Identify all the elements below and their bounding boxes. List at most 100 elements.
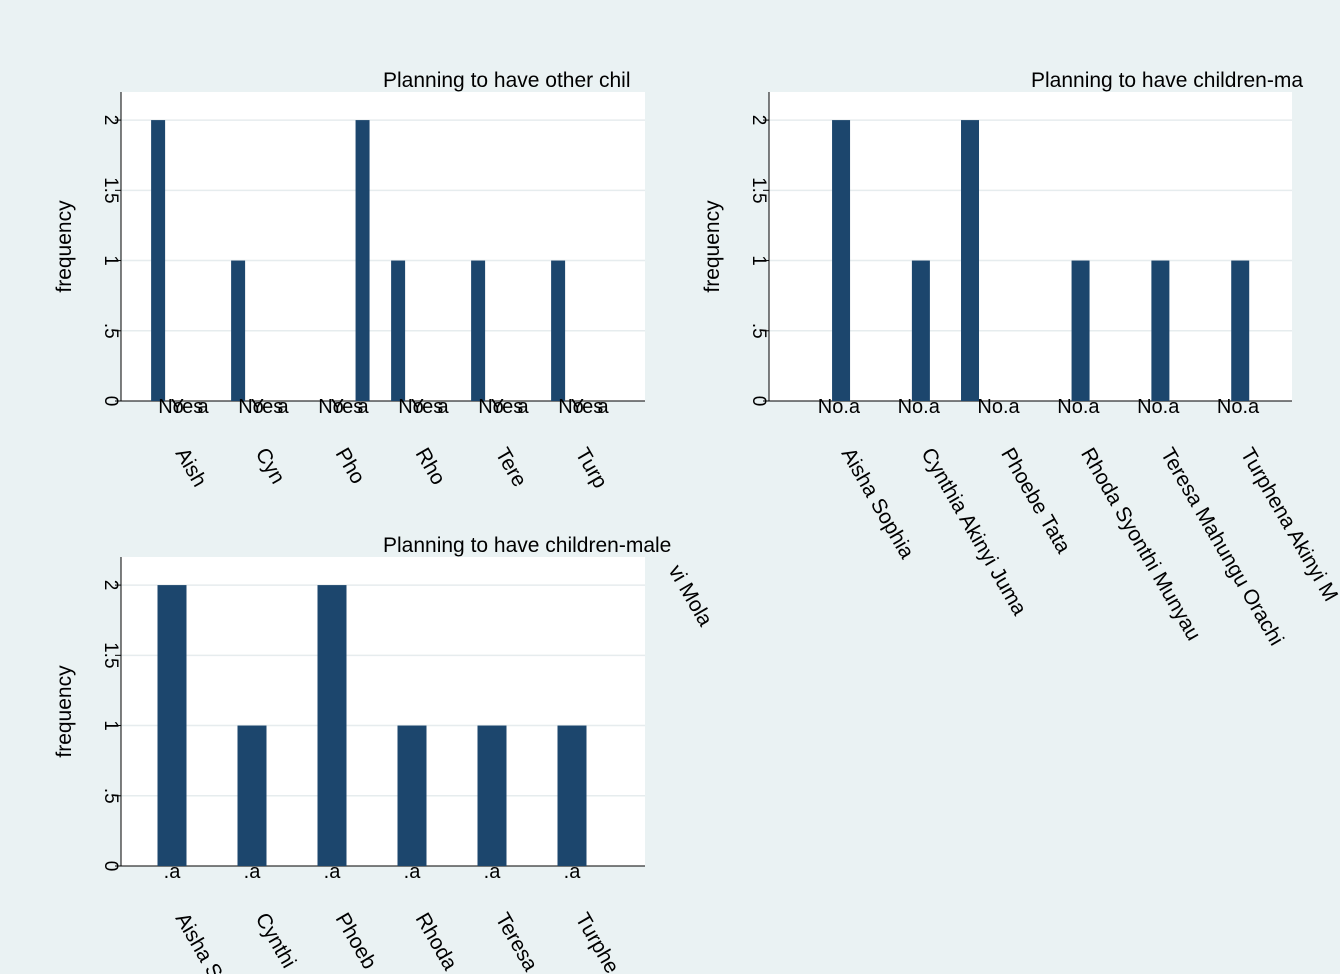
x-subcategory-label-a: .a — [1243, 396, 1261, 418]
x-subcategory-label: No.a — [898, 396, 941, 418]
bar — [1231, 260, 1250, 401]
bar — [551, 260, 566, 401]
y-axis-title: frequency — [53, 665, 76, 758]
y-tick-label: 2 — [100, 115, 121, 126]
y-tick-label: 0 — [100, 861, 121, 872]
y-tick-label: 0 — [100, 396, 121, 407]
y-tick-label: .5 — [100, 788, 121, 804]
x-subcategory-label: a — [357, 396, 369, 418]
x-subcategory-label-a: .a — [1003, 396, 1021, 418]
bar — [911, 260, 930, 401]
x-subcategory-label-no: No — [1137, 396, 1163, 418]
x-subcategory-label: .a — [484, 861, 502, 883]
y-tick-label: 1.5 — [748, 177, 769, 203]
bar — [477, 725, 507, 866]
bar — [391, 260, 406, 401]
y-tick-label: 1.5 — [100, 177, 121, 203]
x-subcategory-label: .a — [404, 861, 422, 883]
y-tick-label: .5 — [748, 323, 769, 339]
bar — [317, 585, 347, 866]
y-tick-label: 1 — [748, 255, 769, 266]
x-group-label: Phoeb — [331, 909, 381, 973]
x-group-label: Pho — [331, 444, 370, 488]
y-tick-label: 1 — [100, 255, 121, 266]
x-subcategory-label: No — [558, 396, 584, 418]
x-subcategory-label: .a — [564, 861, 582, 883]
x-subcategory-label: No — [398, 396, 424, 418]
y-axis-title: frequency — [701, 200, 724, 293]
y-tick-label: 0 — [748, 396, 769, 407]
x-subcategory-label: a — [437, 396, 449, 418]
bar — [1071, 260, 1090, 401]
bar — [471, 260, 486, 401]
x-subcategory-label-a: .a — [1083, 396, 1101, 418]
x-group-label: Rhoda — [411, 909, 462, 974]
x-subcategory-label-no: No — [977, 396, 1003, 418]
x-subcategory-label: No.a — [1057, 396, 1100, 418]
x-subcategory-label: a — [197, 396, 209, 418]
x-group-label: Cynthi — [251, 909, 301, 972]
overflow-label: vi Mola — [664, 561, 717, 630]
bar — [397, 725, 427, 866]
plot-area — [769, 92, 1292, 401]
bar — [832, 120, 851, 401]
x-group-label: Aish — [171, 444, 211, 491]
y-tick-label: 1.5 — [100, 642, 121, 668]
y-tick-label: 1 — [100, 720, 121, 731]
chart-panel-1: 0 .5 1 1.5 2 frequency Planning to have other … — [53, 69, 645, 492]
x-subcategory-label: No.a — [1137, 396, 1180, 418]
bar — [557, 725, 587, 866]
chart-title: Planning to have other chil — [383, 69, 631, 92]
bar — [961, 120, 980, 401]
x-group-label: Phoebe Tata — [996, 444, 1075, 558]
x-subcategory-label: No.a — [977, 396, 1020, 418]
y-tick-label: 2 — [748, 115, 769, 126]
plot-area — [121, 92, 645, 401]
x-group-label: Rho — [411, 444, 450, 489]
x-subcategory-label-no: No — [1217, 396, 1243, 418]
x-subcategory-label: No — [158, 396, 184, 418]
x-subcategory-label: No — [478, 396, 504, 418]
x-subcategory-label: Yes — [411, 396, 444, 418]
x-subcategory-label: No.a — [818, 396, 861, 418]
chart-panel-2: 0 .5 1 1.5 2 frequency Planning to have childr… — [701, 69, 1340, 650]
x-subcategory-label-a: .a — [843, 396, 861, 418]
x-group-label: Cyn — [251, 444, 290, 488]
x-subcategory-label-no: No — [818, 396, 844, 418]
x-group-label: Turphe — [571, 909, 624, 974]
y-tick-label: 2 — [100, 580, 121, 591]
x-subcategory-label: Yes — [331, 396, 364, 418]
bar — [151, 120, 166, 401]
y-axis-title: frequency — [53, 200, 76, 293]
x-group-label: Turp — [571, 444, 612, 492]
x-group-label: Teresa — [491, 909, 543, 974]
x-subcategory-label: .a — [244, 861, 262, 883]
x-subcategory-label: No — [238, 396, 264, 418]
x-subcategory-label-a: .a — [1163, 396, 1181, 418]
bar — [355, 120, 370, 401]
chart-panel-3: 0 .5 1 1.5 2 frequency Planning to have childr… — [53, 534, 671, 974]
x-group-label: Tere — [491, 444, 531, 491]
bar — [157, 585, 187, 866]
x-subcategory-label-no: No — [1057, 396, 1083, 418]
x-subcategory-label: a — [517, 396, 529, 418]
x-subcategory-label: a — [277, 396, 289, 418]
x-group-label: Aisha S — [171, 909, 227, 974]
bar — [231, 260, 246, 401]
y-tick-label: .5 — [100, 323, 121, 339]
x-subcategory-label: No.a — [1217, 396, 1260, 418]
bar — [1151, 260, 1170, 401]
x-subcategory-label: No — [318, 396, 344, 418]
x-subcategory-label: Yes — [571, 396, 604, 418]
x-subcategory-label-no: No — [898, 396, 924, 418]
bar — [237, 725, 267, 866]
x-group-label: Aisha Sophia — [837, 444, 919, 563]
chart-title: Planning to have children-ma — [1031, 69, 1303, 92]
x-subcategory-label: Yes — [251, 396, 284, 418]
chart-title: Planning to have children-male — [383, 534, 671, 557]
x-subcategory-label: Yes — [171, 396, 204, 418]
x-subcategory-label: a — [597, 396, 609, 418]
x-subcategory-label: .a — [164, 861, 182, 883]
x-subcategory-label-a: .a — [923, 396, 941, 418]
